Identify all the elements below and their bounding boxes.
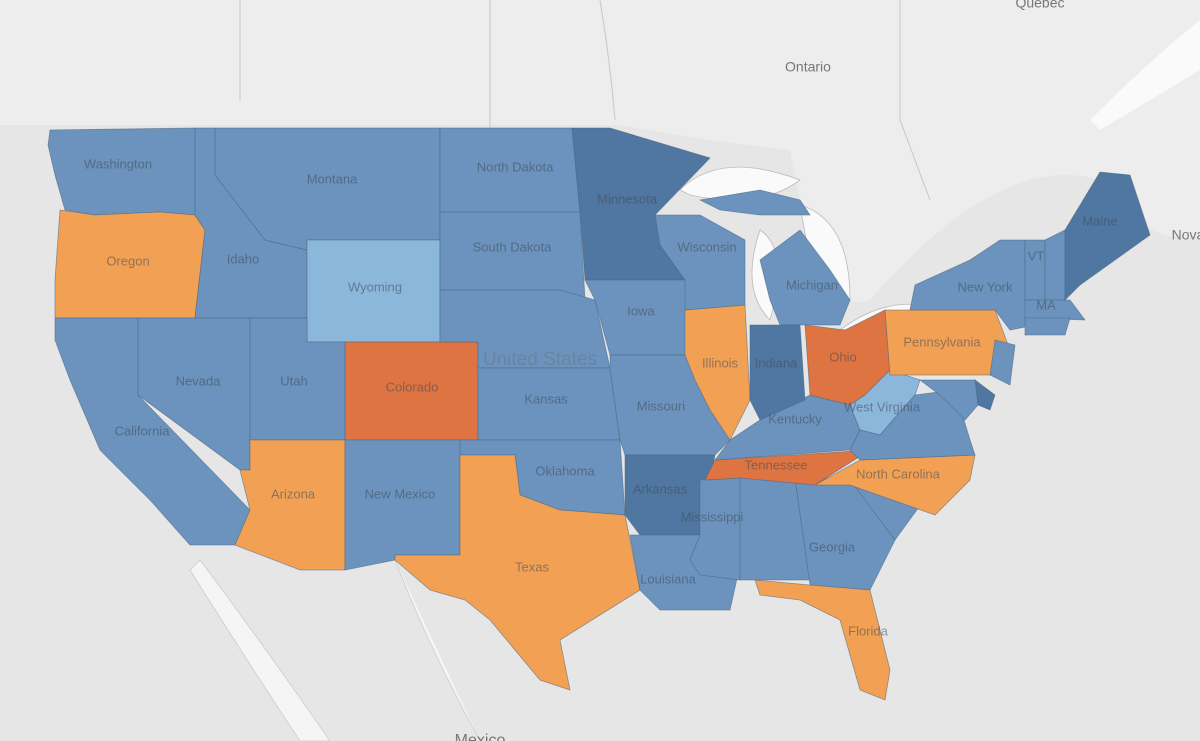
state-label: Arkansas [633,481,688,496]
state-label: Mississippi [681,509,744,524]
state-label: VT [1028,248,1045,263]
state-label: Idaho [227,251,260,266]
state [234,439,346,571]
state-label: MA [1036,297,1056,312]
state-label: Wisconsin [677,239,736,254]
state-label: Kansas [524,391,568,406]
place-label: Nova [1172,227,1200,243]
state-label: Nevada [176,373,222,388]
state-label: Missouri [637,398,686,413]
state-label: North Dakota [477,159,554,174]
state-label: Kentucky [768,411,822,426]
state [989,339,1016,386]
coastline [189,559,481,741]
state-label: Indiana [755,355,798,370]
state [918,379,979,421]
state-label: Iowa [627,303,655,318]
state [704,449,871,486]
state-label: Arizona [271,486,316,501]
state-label: Minnesota [597,191,658,206]
state [749,324,806,421]
st-lawrence [1090,20,1200,130]
state-label: New Mexico [365,486,436,501]
state-label: Illinois [702,355,739,370]
labels: Washington Oregon California Nevada Idaho Mon… [84,156,1118,638]
state-label: Ohio [829,349,856,364]
state [1024,317,1071,336]
place-label: Ontario [785,59,831,75]
state-label: Georgia [809,539,856,554]
state-label: South Dakota [473,239,553,254]
state-label: California [115,423,171,438]
place-label: Mexico [455,732,506,741]
state-label: Louisiana [640,571,696,586]
state-label: Utah [280,373,307,388]
state [654,214,746,311]
state [698,189,851,326]
state-label: Pennsylvania [903,334,981,349]
state-label: Texas [515,559,549,574]
state [684,304,751,441]
state [344,439,461,571]
state-label: New York [958,279,1013,294]
state [1064,171,1151,301]
state [1024,299,1086,321]
border-line [239,0,931,201]
state [1044,229,1066,301]
state [849,389,976,461]
state [754,579,891,701]
state-label: Oklahoma [535,463,595,478]
state [439,211,586,301]
state-label: Maine [1082,213,1117,228]
state-label: Michigan [786,277,838,292]
state-label: Oregon [106,253,149,268]
state-label: Colorado [386,379,439,394]
state-label: North Carolina [856,466,941,481]
state [394,454,641,691]
state [47,127,196,216]
state-label: Montana [307,171,358,186]
place-label: Québec [1015,0,1064,11]
state-label: Tennessee [745,457,808,472]
state-label: Wyoming [348,279,402,294]
state-label: Florida [848,623,889,638]
country-label: United States [483,349,597,370]
state-label: Washington [84,156,152,171]
state-label: West Virginia [844,399,921,414]
states [47,127,1151,701]
